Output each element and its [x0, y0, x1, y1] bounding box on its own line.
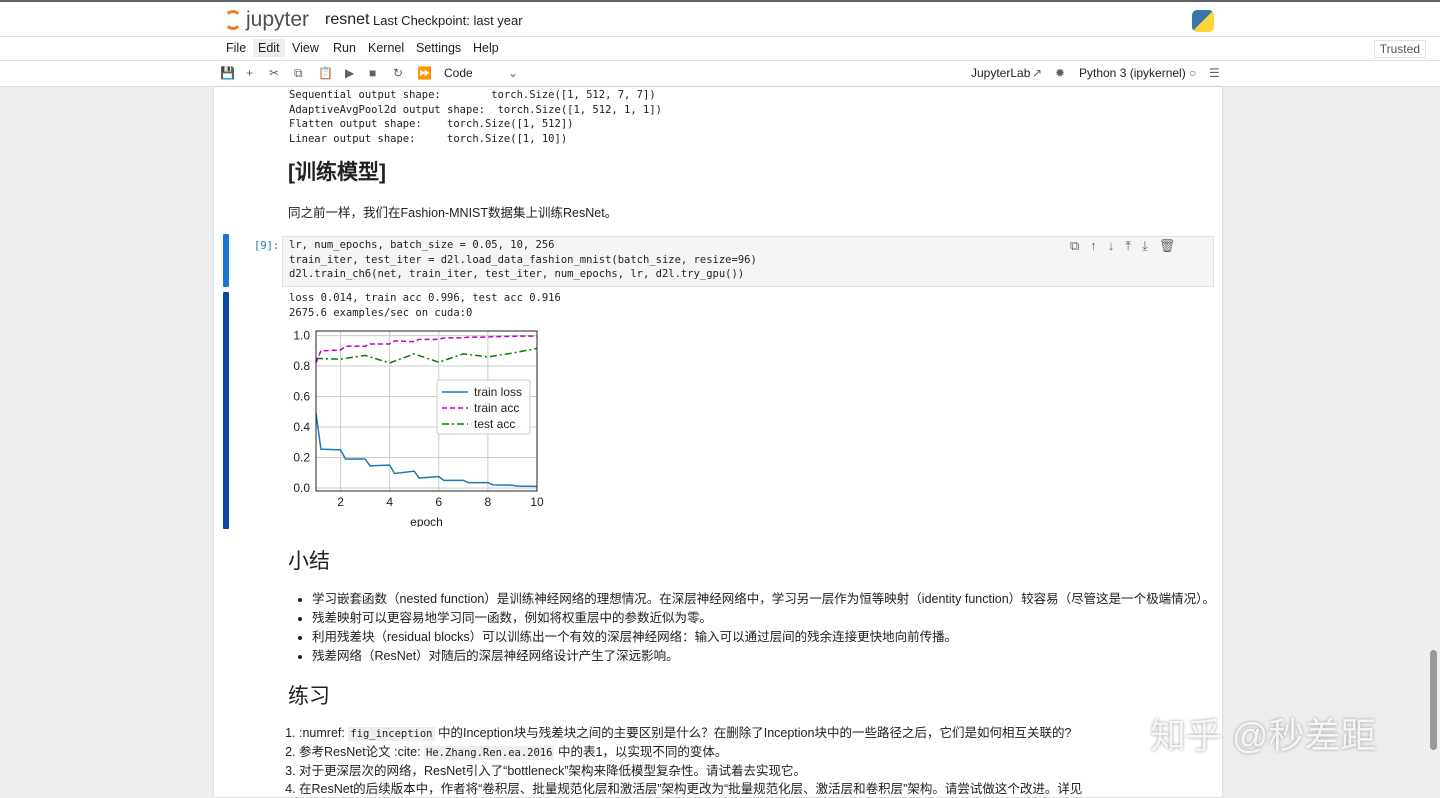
kernel-status-icon: ○: [1189, 66, 1197, 80]
notebook-name[interactable]: resnet: [325, 11, 370, 28]
plot-frame: [315, 330, 538, 492]
list-item: :numref: fig_inception 中的Inception块与残差块之…: [299, 724, 1082, 743]
insert-below-icon[interactable]: ⤓: [1142, 238, 1159, 253]
python-logo-icon: [1192, 10, 1214, 32]
output-line: loss 0.014, train acc 0.996, test acc 0.…: [289, 292, 561, 304]
insert-above-icon[interactable]: ⤒: [1125, 238, 1143, 253]
x-tick-label: 8: [485, 495, 492, 509]
move-down-icon[interactable]: ↓: [1107, 238, 1126, 253]
menu-file[interactable]: File: [226, 41, 247, 55]
stop-icon[interactable]: ■: [369, 66, 377, 80]
series-line-train-acc: [315, 335, 537, 364]
checkpoint-status: Last Checkpoint: last year: [373, 13, 523, 28]
train-text: 同之前一样，我们在Fashion-MNIST数据集上训练ResNet。: [288, 206, 618, 220]
menu-kernel[interactable]: Kernel: [368, 41, 405, 55]
jupyter-icon: [224, 10, 242, 30]
chevron-down-icon[interactable]: ⌄: [508, 66, 519, 80]
legend-box: [436, 379, 531, 435]
y-tick-label: 0.6: [293, 390, 310, 404]
code-line: train_iter, test_iter = d2l.load_data_fa…: [289, 253, 757, 266]
cut-icon[interactable]: ✂: [269, 66, 280, 80]
y-tick-label: 0.2: [293, 450, 310, 464]
x-tick-label: 4: [386, 495, 393, 509]
menu-view[interactable]: View: [292, 41, 319, 55]
legend-label: test acc: [474, 417, 515, 431]
output-line: Sequential output shape: torch.Size([1, …: [289, 89, 656, 101]
previous-output: Sequential output shape: torch.Size([1, …: [289, 88, 662, 146]
notebook-panel: [214, 87, 1222, 797]
code-line: lr, num_epochs, batch_size = 0.05, 10, 2…: [289, 239, 555, 251]
debugger-icon[interactable]: ✹: [1055, 66, 1066, 80]
legend-label: train acc: [474, 401, 519, 415]
menu-icon[interactable]: ☰: [1209, 66, 1220, 80]
list-item: 残差网络（ResNet）对随后的深层神经网络设计产生了深远影响。: [312, 647, 1215, 666]
legend-label: train loss: [474, 385, 522, 399]
move-up-icon[interactable]: ↑: [1090, 238, 1108, 253]
y-tick-label: 0.8: [293, 359, 310, 373]
menu-run[interactable]: Run: [333, 41, 356, 55]
output-line: Linear output shape: torch.Size([1, 10]): [289, 132, 568, 145]
list-item: 利用残差块（residual blocks）可以训练出一个有效的深层神经网络：输…: [312, 628, 1215, 647]
duplicate-icon[interactable]: ⧉: [1070, 238, 1091, 253]
code-line: d2l.train_ch6(net, train_iter, test_iter…: [289, 268, 745, 280]
cell-collapser[interactable]: [223, 234, 229, 287]
x-tick-label: 2: [337, 495, 344, 509]
run-all-icon[interactable]: ⏩: [417, 66, 432, 80]
series-line-train-loss: [315, 413, 538, 488]
list-item: 对于更深层次的网络，ResNet引入了“bottleneck”架构来降低模型复杂…: [299, 762, 1082, 780]
training-chart: 2 4 6 8 10 0.0 0.2 0.4 0.6 0.8 1.0 train loss train …: [293, 329, 544, 527]
restart-icon[interactable]: ↻: [393, 66, 404, 80]
scrollbar[interactable]: [1430, 650, 1437, 750]
x-tick-label: 6: [435, 495, 442, 509]
summary-list: 学习嵌套函数（nested function）是训练神经网络的理想情况。在深层神…: [312, 590, 1215, 666]
kernel-name[interactable]: Python 3 (ipykernel): [1079, 66, 1186, 80]
list-item: 参考ResNet论文 :cite: He.Zhang.Ren.ea.2016 中…: [299, 743, 1082, 762]
add-cell-icon[interactable]: +: [246, 66, 254, 80]
list-item: 学习嵌套函数（nested function）是训练神经网络的理想情况。在深层神…: [312, 590, 1215, 609]
list-item: 残差映射可以更容易地学习同一函数，例如将权重层中的参数近似为零。: [312, 609, 1215, 628]
output-line: Flatten output shape: torch.Size([1, 512…: [289, 118, 574, 130]
y-tick-label: 1.0: [293, 329, 310, 343]
logo-text: jupyter: [246, 8, 310, 31]
exercise-heading: 练习: [288, 685, 330, 708]
x-axis-label: epoch: [410, 515, 443, 527]
menu-help[interactable]: Help: [473, 41, 499, 55]
toolbar: 💾 + ✂ ⧉ 📋 ▶ ■ ↻ ⏩ Code ⌄ JupyterLab ↗ ✹ …: [0, 61, 1440, 87]
menu-bar: File Edit View Run Kernel Settings Help: [0, 37, 1440, 61]
title-bar: jupyter resnet Last Checkpoint: last yea…: [0, 0, 1440, 37]
output-line: 2675.6 examples/sec on cuda:0: [289, 306, 473, 319]
list-item: 在ResNet的后续版本中，作者将“卷积层、批量规范化层和激活层”架构更改为“批…: [299, 780, 1082, 798]
cell-output: loss 0.014, train acc 0.996, test acc 0.…: [289, 291, 561, 320]
external-link-icon: ↗: [1032, 66, 1043, 80]
cell-type-select[interactable]: Code: [444, 66, 473, 80]
code-lines[interactable]: lr, num_epochs, batch_size = 0.05, 10, 2…: [289, 238, 757, 282]
jupyterlab-link[interactable]: JupyterLab: [971, 66, 1031, 80]
cell-actions: ⧉↑↓⤒⤓🗑: [1070, 238, 1186, 254]
series-line-test-acc: [315, 347, 538, 364]
watermark: 知乎 @秒差距: [1150, 715, 1377, 756]
run-icon[interactable]: ▶: [345, 66, 355, 80]
code-editor[interactable]: [282, 236, 1214, 287]
x-tick-label: 10: [530, 495, 544, 509]
y-tick-label: 0.4: [293, 420, 310, 434]
save-icon[interactable]: 💾: [220, 66, 235, 80]
y-tick-label: 0.0: [293, 481, 310, 495]
delete-icon[interactable]: 🗑: [1158, 238, 1187, 253]
menu-settings[interactable]: Settings: [416, 41, 462, 55]
summary-heading: 小结: [288, 550, 330, 573]
output-collapser[interactable]: [223, 292, 229, 529]
train-heading: [训练模型]: [288, 161, 386, 184]
copy-icon[interactable]: ⧉: [294, 66, 303, 80]
menu-edit[interactable]: Edit: [253, 39, 285, 57]
paste-icon[interactable]: 📋: [318, 66, 333, 80]
exercise-list: :numref: fig_inception 中的Inception块与残差块之…: [299, 724, 1082, 798]
trusted-badge[interactable]: Trusted: [1373, 40, 1426, 58]
output-line: AdaptiveAvgPool2d output shape: torch.Si…: [289, 103, 662, 116]
cell-prompt: [9]:: [254, 240, 280, 252]
jupyter-logo[interactable]: jupyter: [224, 8, 309, 32]
